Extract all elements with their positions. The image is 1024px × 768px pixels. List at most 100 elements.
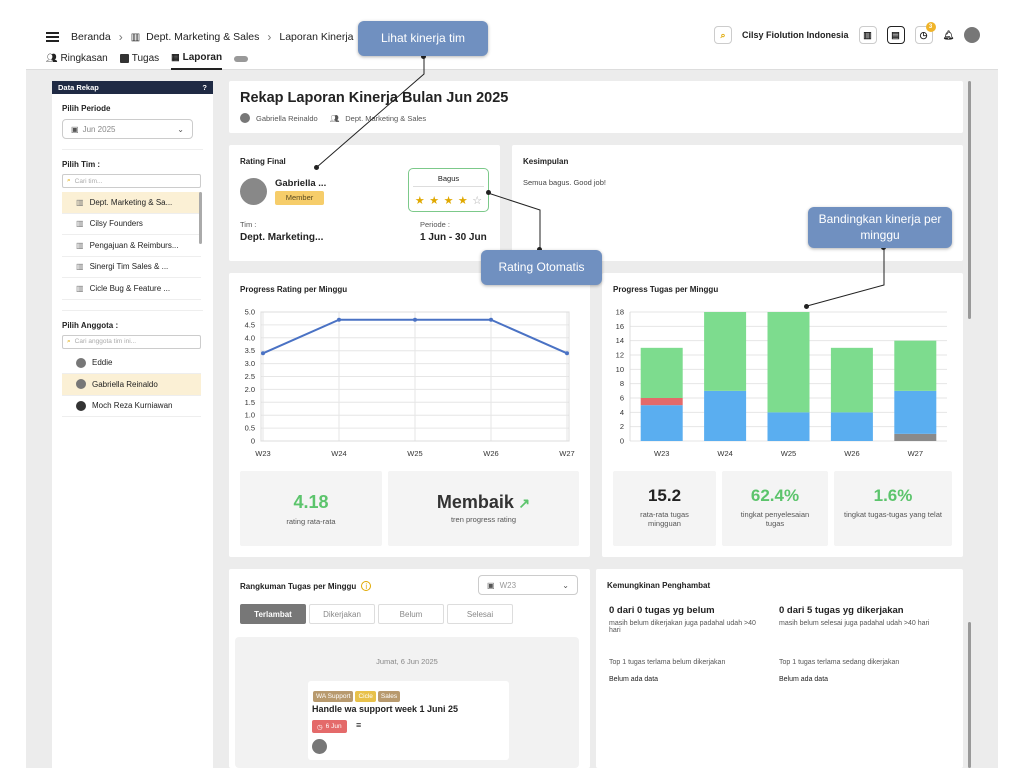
bar-segment — [894, 433, 937, 441]
x-tick-label: W25 — [407, 449, 422, 458]
period-select[interactable]: ▣ Jun 2025 ⌄ — [62, 119, 193, 139]
bar-segment — [640, 347, 683, 398]
team-list-scrollbar[interactable] — [199, 192, 202, 244]
tab-ringkasan[interactable]: 👥︎ Ringkasan — [46, 48, 108, 70]
progress-task-card: Progress Tugas per Minggu 0 2 4 6 8 10 12 14 16 1… — [602, 273, 963, 557]
progress-rating-card: Progress Rating per Minggu 0 0.5 1.0 1.5 2.0… — [229, 273, 590, 557]
notes-icon: ≡ — [356, 720, 362, 730]
breadcrumb: Beranda › ▥ Dept. Marketing & Sales › La… — [46, 30, 354, 44]
list-item[interactable]: ▥ Pengajuan & Reimburs... — [62, 235, 201, 257]
divider — [62, 309, 203, 311]
tab-more[interactable] — [234, 48, 249, 70]
breadcrumb-home[interactable]: Beranda — [71, 31, 111, 43]
task-area: Jumat, 6 Jun 2025 WA Support Cicle Sales H… — [235, 637, 579, 768]
task-date: Jumat, 6 Jun 2025 — [376, 657, 438, 666]
breadcrumb-dept[interactable]: Dept. Marketing & Sales — [146, 31, 260, 43]
building-icon: ▥ — [130, 31, 141, 43]
role-badge: Member — [275, 191, 324, 205]
team-field-label: Tim : — [240, 220, 257, 229]
list-item[interactable]: Eddie — [62, 353, 201, 374]
connector-dot — [486, 190, 491, 195]
tab-laporan[interactable]: ▦ Laporan — [171, 48, 223, 70]
tab-label: Ringkasan — [60, 53, 108, 64]
bar-segment — [704, 312, 747, 391]
member-search-placeholder: Cari anggota tim ini... — [74, 338, 137, 345]
member-label: Pilih Anggota : — [62, 320, 119, 330]
avg-rating-box: 4.18 rating rata-rata — [240, 471, 382, 546]
x-tick-label: W25 — [781, 449, 796, 458]
task-bar-chart: 0 2 4 6 8 10 12 14 16 18 W23 W24 W25 W26 W27 — [616, 308, 947, 458]
avg-task-box: 15.2 rata-rata tugas mingguan — [613, 471, 716, 546]
list-item[interactable]: ▥ Cilsy Founders — [62, 214, 201, 235]
list-item[interactable]: Gabriella Reinaldo — [62, 374, 201, 396]
list-item[interactable]: Moch Reza Kurniawan — [62, 396, 201, 417]
filter-dikerjakan[interactable]: Dikerjakan — [309, 604, 375, 624]
main-scrollbar[interactable] — [968, 81, 971, 319]
summary-card: Rangkuman Tugas per Minggu i ▣ W23 ⌄ Ter… — [229, 569, 590, 768]
x-tick-label: W26 — [844, 449, 859, 458]
avatar — [76, 379, 86, 390]
member-search-input[interactable]: ⌕ Cari anggota tim ini... — [62, 334, 201, 349]
info-icon[interactable]: i — [361, 581, 372, 591]
blocker-left-desc: masih belum dikerjakan juga padahal udah… — [609, 620, 756, 634]
search-icon[interactable]: ⌕ — [714, 26, 733, 44]
filter-terlambat[interactable]: Terlambat — [240, 604, 306, 624]
team-name: Cicle Bug & Feature ... — [89, 283, 171, 293]
task-tag: Sales — [377, 691, 401, 702]
report-header-card: Rekap Laporan Kinerja Bulan Jun 2025 Gab… — [229, 81, 963, 133]
bar-segment — [704, 390, 747, 441]
building-icon: ▥ — [76, 197, 84, 207]
blocker-right-top: Top 1 tugas terlama sedang dikerjakan — [779, 659, 900, 666]
data-point — [489, 317, 493, 322]
connector-dot — [314, 165, 319, 170]
connector-dot — [537, 247, 542, 252]
list-item[interactable]: ▥ Dept. Marketing & Sa... — [62, 192, 201, 214]
tab-label: Tugas — [131, 53, 160, 64]
team-field-value: Dept. Marketing... — [240, 232, 324, 243]
history-icon[interactable]: ◷ 3 — [914, 22, 936, 44]
callout-team: Lihat kinerja tim — [358, 21, 488, 56]
menu-icon[interactable] — [46, 32, 59, 42]
trend-value: Membaik — [436, 492, 514, 512]
data-point — [413, 317, 417, 322]
blocker-left-top: Top 1 tugas terlama belum dikerjakan — [609, 659, 726, 666]
avatar — [312, 739, 327, 754]
search-icon: ⌕ — [67, 177, 71, 184]
list-item[interactable]: ▥ Cicle Bug & Feature ... — [62, 278, 201, 300]
avatar — [240, 178, 267, 205]
company-icon[interactable]: ▥ — [858, 26, 877, 44]
more-icon — [234, 55, 249, 62]
calendar-icon: ▣ — [71, 124, 79, 134]
y-tick-label: 2.5 — [245, 372, 255, 381]
member-name: Moch Reza Kurniawan — [92, 401, 173, 411]
team-name: Pengajuan & Reimburs... — [89, 240, 179, 250]
company-name[interactable]: Cilsy Fiolution Indonesia — [742, 30, 849, 40]
bell-icon[interactable]: 🔔︎ — [942, 29, 954, 40]
callout-compare: Bandingkan kinerja per minggu — [808, 207, 952, 248]
y-tick-label: 14 — [616, 336, 624, 345]
avatar[interactable] — [964, 27, 980, 43]
clipboard-icon[interactable]: ▤ — [886, 26, 905, 44]
breadcrumb-current: Laporan Kinerja — [279, 31, 354, 43]
tabs-bar: 👥︎ Ringkasan Tugas ▦ Laporan — [26, 48, 998, 70]
help-icon[interactable]: ? — [202, 83, 207, 92]
tab-tugas[interactable]: Tugas — [119, 48, 160, 70]
clock-icon: ◷ — [317, 723, 323, 731]
late-box: 1.6% tingkat tugas-tugas yang telat — [834, 471, 952, 546]
x-tick-label: W27 — [559, 449, 574, 458]
task-card[interactable]: WA Support Cicle Sales Handle wa support w… — [308, 681, 509, 760]
filter-selesai[interactable]: Selesai — [447, 604, 513, 624]
bottom-scrollbar[interactable] — [968, 622, 971, 768]
y-tick-label: 3.5 — [245, 346, 255, 355]
chevron-right-icon: › — [118, 30, 123, 44]
star-icon: ★ — [414, 195, 425, 207]
callout-auto: Rating Otomatis — [481, 250, 602, 285]
filter-belum[interactable]: Belum — [378, 604, 444, 624]
list-item[interactable]: ▥ Sinergi Tim Sales & ... — [62, 257, 201, 278]
completion-value: 62.4% — [750, 486, 800, 505]
team-search-input[interactable]: ⌕ Cari tim... — [62, 174, 201, 188]
y-tick-label: 2 — [620, 422, 624, 431]
week-select[interactable]: ▣ W23 ⌄ — [478, 575, 578, 595]
x-tick-label: W27 — [908, 449, 923, 458]
report-dept: Dept. Marketing & Sales — [345, 113, 427, 123]
